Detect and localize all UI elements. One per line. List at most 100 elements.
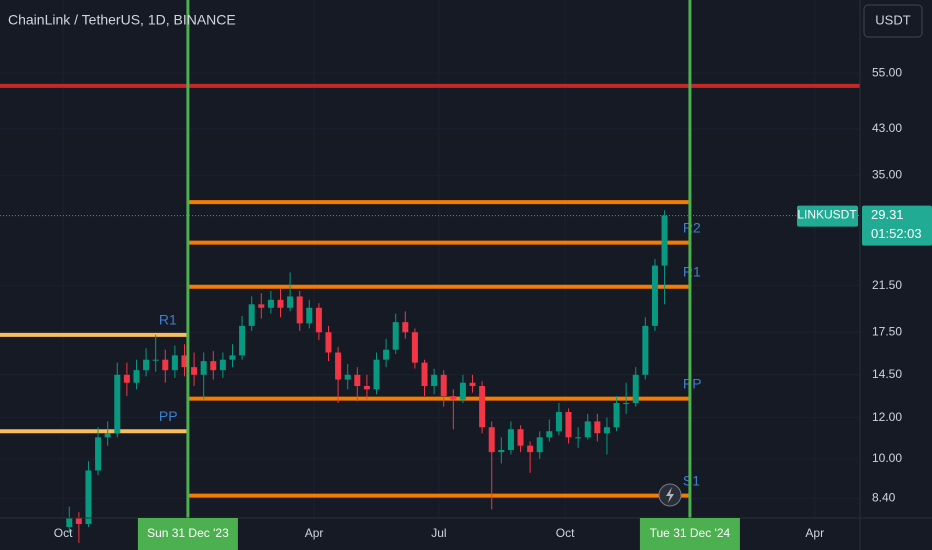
candle-body	[507, 429, 514, 450]
candle-body	[258, 304, 265, 308]
chart-title: ChainLink / TetherUS, 1D, BINANCE	[8, 12, 236, 28]
candle-body	[171, 355, 178, 371]
pivot-label: PP	[159, 408, 178, 424]
candle-body	[498, 449, 505, 453]
candle-body	[296, 296, 303, 324]
candle-body	[315, 307, 322, 333]
candle-body	[287, 296, 294, 308]
candle-body	[344, 374, 351, 380]
candle-body	[450, 396, 457, 400]
candle-body	[383, 349, 390, 360]
candle-body	[459, 382, 466, 400]
candle-body	[565, 412, 572, 438]
candle-body	[114, 374, 121, 434]
candle-body	[229, 355, 236, 360]
candle-body	[546, 431, 553, 438]
candle-body	[325, 332, 332, 353]
y-tick-label: 10.00	[872, 451, 902, 465]
candle-body	[517, 429, 524, 446]
candle-body	[133, 370, 140, 383]
candle-body	[277, 299, 284, 308]
symbol-box	[797, 205, 858, 227]
candle-body	[651, 265, 658, 326]
y-tick-label: 17.50	[872, 324, 902, 338]
candle-body	[95, 437, 102, 471]
candle-body	[594, 421, 601, 434]
candle-body	[248, 304, 255, 326]
plot: R1 PP R2 R1 PP S1	[0, 0, 860, 543]
y-tick-label: 21.50	[872, 278, 902, 292]
candle-body	[440, 374, 447, 397]
currency-label[interactable]: USDT	[875, 12, 910, 27]
candle-body	[536, 437, 543, 453]
candle-body	[123, 374, 130, 383]
candle-body	[143, 359, 150, 371]
y-tick-label: 14.50	[872, 367, 902, 381]
y-tick-label: 43.00	[872, 121, 902, 135]
countdown-label: 01:52:03	[871, 226, 922, 241]
candle-body	[219, 359, 226, 371]
candle-body	[555, 412, 562, 432]
candle-body	[411, 332, 418, 363]
candle-body	[354, 374, 361, 386]
candle-body	[239, 325, 246, 356]
candle-body	[152, 359, 159, 361]
x-tick-label: Oct	[54, 526, 73, 540]
date-marker-box	[137, 518, 238, 550]
pivot-label: R1	[159, 312, 177, 328]
candle-body	[363, 385, 370, 390]
candle-body	[421, 362, 428, 386]
candle-body	[469, 382, 476, 386]
candle-body	[431, 374, 438, 386]
candle-body	[85, 470, 92, 524]
candle-body	[162, 359, 169, 371]
candle-body	[527, 445, 534, 453]
candle-body	[575, 437, 582, 439]
price-box	[862, 205, 932, 246]
candle-body	[335, 352, 342, 380]
y-tick-label: 8.40	[872, 490, 896, 504]
candle-body	[613, 403, 620, 428]
candle-body	[603, 427, 610, 434]
date-marker-label: Sun 31 Dec '23	[147, 526, 229, 540]
candle-body	[306, 307, 313, 324]
candle-body	[66, 518, 73, 527]
candle-body	[642, 325, 649, 375]
candle-body	[267, 299, 274, 308]
candle-body	[488, 427, 495, 453]
candle-body	[661, 215, 668, 266]
pivot-label: PP	[683, 375, 702, 391]
x-tick-label: Jul	[431, 526, 446, 540]
candle-body	[623, 403, 630, 405]
candle-body	[373, 359, 380, 390]
candle-body	[191, 367, 198, 375]
date-marker-label: Tue 31 Dec '24	[650, 526, 731, 540]
y-tick-label: 35.00	[872, 168, 902, 182]
pivot-label: R2	[683, 219, 701, 235]
candle-body	[392, 322, 399, 350]
candle-body	[104, 433, 111, 438]
candle-body	[584, 421, 591, 438]
x-tick-label: Apr	[805, 526, 824, 540]
candle-body	[479, 385, 486, 428]
symbol-label: LINKUSDT	[797, 208, 857, 222]
price-label: 29.31	[871, 207, 904, 222]
candle-body	[632, 374, 639, 404]
alert-bolt	[666, 487, 674, 503]
candle-body	[181, 355, 188, 368]
pivot-label: S1	[683, 472, 700, 488]
date-marker-box	[639, 518, 740, 550]
candle-body	[210, 361, 217, 371]
candle-body	[402, 322, 409, 333]
y-tick-label: 55.00	[872, 65, 902, 79]
candle-body	[75, 518, 82, 524]
pivot-label: R1	[683, 263, 701, 279]
x-tick-label: Oct	[556, 526, 575, 540]
x-tick-label: Apr	[305, 526, 324, 540]
currency-button[interactable]	[863, 4, 923, 38]
y-tick-label: 12.00	[872, 410, 902, 424]
candle-body	[200, 361, 207, 375]
